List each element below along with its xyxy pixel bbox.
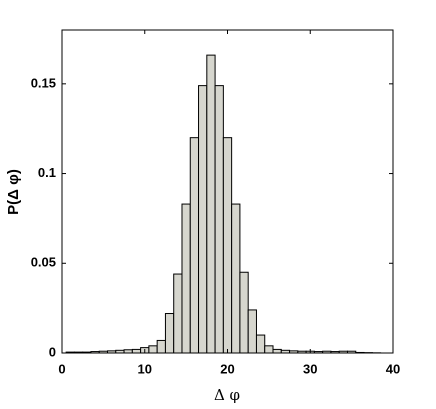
bar xyxy=(222,137,233,354)
bar xyxy=(148,345,158,354)
x-tick-label: 20 xyxy=(220,361,234,376)
bar xyxy=(214,85,224,354)
y-tick-label: 0.05 xyxy=(31,255,56,270)
bar xyxy=(181,203,191,354)
x-tick-label: 40 xyxy=(386,361,400,376)
y-tick-label: 0 xyxy=(49,344,56,359)
x-tick-label: 0 xyxy=(58,361,65,376)
bar xyxy=(131,348,142,354)
bar xyxy=(173,273,183,354)
bar xyxy=(247,309,257,354)
x-tick-label: 10 xyxy=(138,361,152,376)
bar xyxy=(206,54,216,354)
bar xyxy=(231,203,241,354)
y-tick-label: 0.15 xyxy=(31,75,56,90)
bar xyxy=(164,313,175,354)
bar xyxy=(156,339,166,354)
bar xyxy=(189,137,200,354)
y-axis-label: P(Δ φ) xyxy=(5,169,22,215)
bar xyxy=(255,334,266,354)
bar xyxy=(198,85,208,354)
bar xyxy=(272,348,282,354)
x-axis-label: Δ φ xyxy=(214,386,240,404)
bar xyxy=(264,345,274,354)
y-tick-label: 0.1 xyxy=(38,165,56,180)
x-tick-label: 30 xyxy=(303,361,317,376)
bar xyxy=(239,271,249,354)
